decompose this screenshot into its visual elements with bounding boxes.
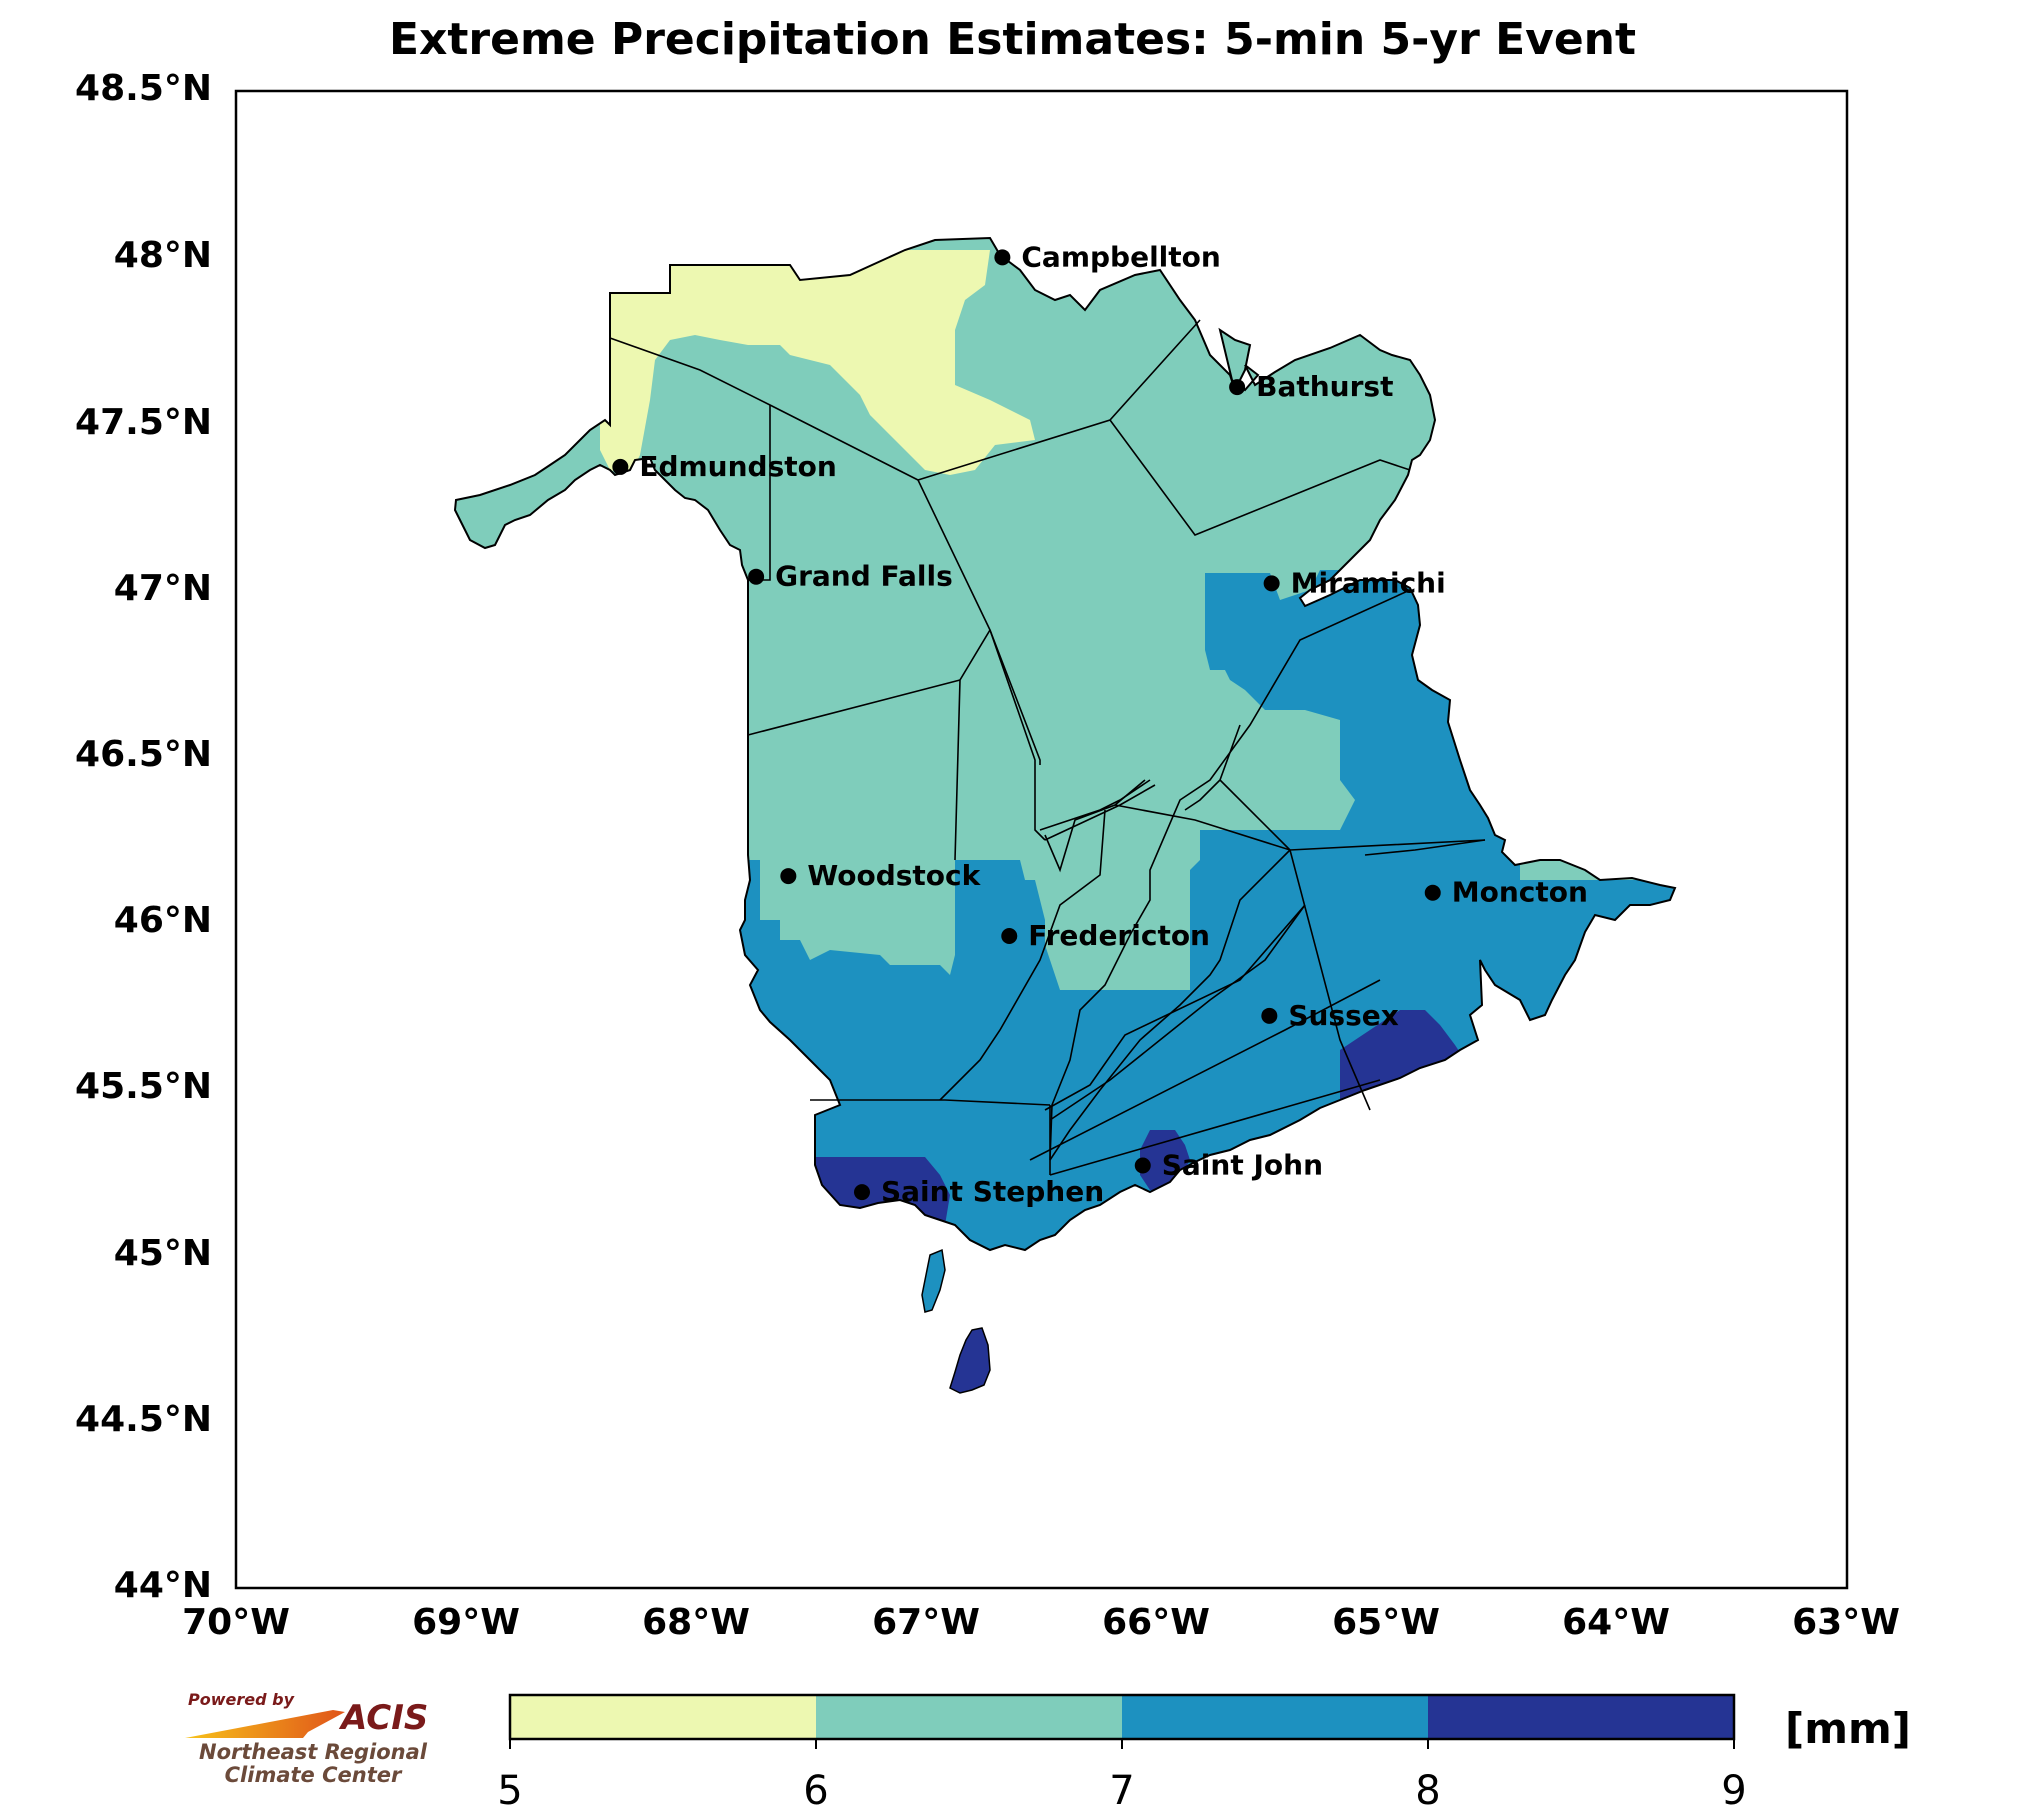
city-label-sussex: Sussex <box>1288 999 1398 1032</box>
county-boundaries <box>609 319 1486 1176</box>
lat-label: 45.5°N <box>75 1066 212 1107</box>
precip-fill <box>455 238 1675 1250</box>
zone-8-9mm-fundy <box>1340 1010 1465 1100</box>
city-dot-edmundston <box>612 458 629 475</box>
lat-label: 46.5°N <box>75 734 212 775</box>
city-dot-miramichi <box>1263 575 1280 592</box>
city-dot-saint-stephen <box>853 1184 870 1201</box>
lon-label: 69°W <box>412 1602 520 1643</box>
city-label-edmundston: Edmundston <box>639 450 836 483</box>
colorbar-tick: 9 <box>1721 1768 1747 1814</box>
colorbar <box>508 1693 1736 1749</box>
city-dot-bathurst <box>1229 379 1246 396</box>
lat-label: 47.5°N <box>75 402 212 443</box>
lat-label: 48°N <box>113 235 212 276</box>
lat-label: 47°N <box>113 568 212 609</box>
logo-line1: Northeast Regional <box>199 1740 427 1764</box>
colorbar-segment <box>816 1695 1122 1739</box>
colorbar-segment <box>1122 1695 1428 1739</box>
acis-swoosh-icon <box>185 1710 345 1738</box>
logo-acis: ACIS <box>341 1698 429 1738</box>
map-frame <box>234 89 1849 1590</box>
zone-5-6mm <box>600 250 1035 475</box>
city-label-saint-stephen: Saint Stephen <box>881 1175 1104 1208</box>
city-dot-moncton <box>1424 884 1441 901</box>
city-dot-sussex <box>1261 1007 1278 1024</box>
city-label-bathurst: Bathurst <box>1256 370 1393 403</box>
colorbar-tick: 8 <box>1415 1768 1441 1814</box>
colorbar-unit: [mm] <box>1785 1704 1911 1753</box>
grand-manan-island <box>949 1327 991 1394</box>
colorbar-tick: 5 <box>497 1768 523 1814</box>
city-label-miramichi: Miramichi <box>1291 566 1446 599</box>
lon-label: 70°W <box>182 1602 290 1643</box>
city-dot-grand-falls <box>748 568 765 585</box>
lon-label: 67°W <box>872 1602 980 1643</box>
acis-nrcc-logo: Powered by ACIS Northeast Regional Clima… <box>183 1690 443 1787</box>
lat-label: 48.5°N <box>75 68 212 109</box>
city-label-saint-john: Saint John <box>1162 1149 1323 1182</box>
city-label-fredericton: Fredericton <box>1028 919 1210 952</box>
lat-label: 46°N <box>113 900 212 941</box>
lat-label: 44°N <box>113 1565 212 1606</box>
lat-label: 44.5°N <box>75 1399 212 1440</box>
zone-6-7mm <box>455 238 1675 1250</box>
lon-label: 65°W <box>1332 1602 1440 1643</box>
lon-label: 64°W <box>1562 1602 1670 1643</box>
logo-powered-by: Powered by <box>188 1690 294 1709</box>
map-title: Extreme Precipitation Estimates: 5-min 5… <box>388 14 1637 65</box>
logo-line2: Climate Center <box>224 1763 402 1787</box>
lon-label: 66°W <box>1102 1602 1210 1643</box>
colorbar-tick: 6 <box>803 1768 829 1814</box>
city-dot-fredericton <box>1001 927 1018 944</box>
city-label-campbellton: Campbellton <box>1021 240 1220 273</box>
lat-label: 45°N <box>113 1233 212 1274</box>
campobello-island <box>921 1248 946 1313</box>
lon-label: 63°W <box>1792 1602 1900 1643</box>
city-dot-woodstock <box>780 868 797 885</box>
city-markers: Campbellton Bathurst Edmundston Grand Falls… <box>612 240 1588 1208</box>
colorbar-segment <box>1428 1695 1734 1739</box>
lon-label: 68°W <box>642 1602 750 1643</box>
colorbar-tick: 7 <box>1109 1768 1135 1814</box>
city-label-moncton: Moncton <box>1452 876 1588 909</box>
city-dot-campbellton <box>994 249 1011 266</box>
colorbar-segment <box>510 1695 816 1739</box>
city-label-woodstock: Woodstock <box>807 859 981 892</box>
city-label-grand-falls: Grand Falls <box>775 560 953 593</box>
city-dot-saint-john <box>1134 1157 1151 1174</box>
